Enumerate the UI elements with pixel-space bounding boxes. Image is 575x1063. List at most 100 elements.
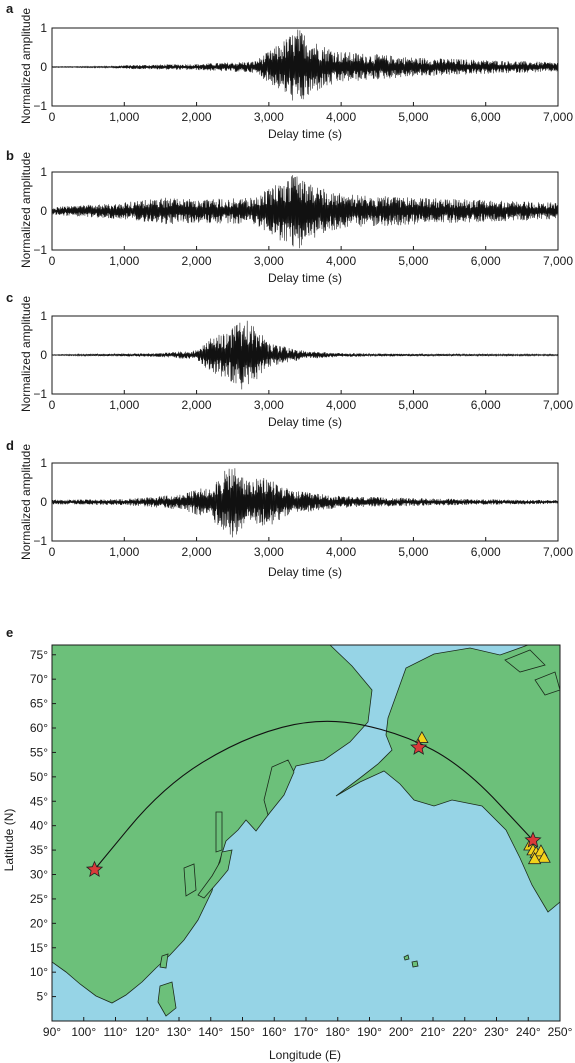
map-x-tick-label: 140° bbox=[198, 1025, 223, 1039]
map-y-tick-label: 5° bbox=[37, 990, 49, 1004]
x-tick-label: 1,000 bbox=[109, 398, 139, 412]
x-axis-title-a: Delay time (s) bbox=[268, 127, 342, 141]
y-tick-label: −1 bbox=[33, 534, 47, 548]
y-tick-label: 1 bbox=[40, 21, 47, 35]
y-tick-label: 1 bbox=[40, 456, 47, 470]
x-tick-label: 5,000 bbox=[398, 398, 428, 412]
map-y-tick-label: 60° bbox=[30, 721, 48, 735]
landmasses bbox=[52, 645, 560, 1017]
sakhalin-island bbox=[215, 811, 223, 853]
y-axis-title-c: Normalized amplitude bbox=[19, 296, 33, 412]
x-tick-label: 6,000 bbox=[471, 398, 501, 412]
y-tick-label: −1 bbox=[33, 99, 47, 113]
x-tick-label: 3,000 bbox=[254, 110, 284, 124]
x-axis-title-b: Delay time (s) bbox=[268, 271, 342, 285]
x-axis-title-c: Delay time (s) bbox=[268, 415, 342, 429]
japan-islands bbox=[197, 849, 233, 899]
x-tick-label: 6,000 bbox=[471, 545, 501, 559]
seismogram-panel-d: d Normalized amplitude Delay time (s) 0 1… bbox=[6, 438, 573, 579]
x-axis-title-d: Delay time (s) bbox=[268, 565, 342, 579]
map-x-tick-label: 90° bbox=[43, 1025, 61, 1039]
x-tick-label: 0 bbox=[49, 110, 56, 124]
map-x-tick-label: 220° bbox=[452, 1025, 477, 1039]
hawaii-islands bbox=[403, 954, 419, 968]
panel-letter-e: e bbox=[6, 625, 13, 640]
x-tick-label: 2,000 bbox=[182, 254, 212, 268]
y-tick-label: 0 bbox=[40, 60, 47, 74]
map-x-tick-label: 190° bbox=[357, 1025, 382, 1039]
x-tick-label: 1,000 bbox=[109, 254, 139, 268]
map-x-tick-label: 160° bbox=[262, 1025, 287, 1039]
korea-peninsula bbox=[183, 863, 197, 897]
x-tick-label: 4,000 bbox=[326, 398, 356, 412]
map-x-tick-label: 170° bbox=[294, 1025, 319, 1039]
x-tick-label: 6,000 bbox=[471, 110, 501, 124]
x-tick-label: 4,000 bbox=[326, 110, 356, 124]
kamchatka-landmass bbox=[263, 759, 295, 816]
seismogram-trace bbox=[51, 320, 559, 390]
panel-letter-a: a bbox=[6, 1, 14, 16]
map-x-tick-label: 210° bbox=[421, 1025, 446, 1039]
x-tick-label: 0 bbox=[49, 545, 56, 559]
map-y-tick-label: 70° bbox=[30, 672, 48, 686]
x-tick-label: 7,000 bbox=[543, 545, 573, 559]
map-y-tick-label: 45° bbox=[30, 794, 48, 808]
x-tick-label: 5,000 bbox=[398, 110, 428, 124]
station-triangle bbox=[527, 852, 542, 865]
map-y-tick-label: 20° bbox=[30, 916, 48, 930]
y-tick-label: −1 bbox=[33, 387, 47, 401]
map-y-tick-label: 30° bbox=[30, 868, 48, 882]
map-x-tick-label: 250° bbox=[548, 1025, 573, 1039]
map-y-tick-label: 35° bbox=[30, 843, 48, 857]
map-y-tick-label: 50° bbox=[30, 770, 48, 784]
source-star bbox=[524, 831, 542, 848]
y-axis-title-a: Normalized amplitude bbox=[19, 8, 33, 124]
x-tick-label: 4,000 bbox=[326, 254, 356, 268]
x-tick-label: 2,000 bbox=[182, 545, 212, 559]
y-tick-label: 0 bbox=[40, 348, 47, 362]
x-tick-label: 3,000 bbox=[254, 398, 284, 412]
map-x-tick-label: 130° bbox=[167, 1025, 192, 1039]
x-tick-label: 3,000 bbox=[254, 254, 284, 268]
x-tick-label: 6,000 bbox=[471, 254, 501, 268]
map-y-tick-label: 10° bbox=[30, 965, 48, 979]
map-y-tick-label: 65° bbox=[30, 697, 48, 711]
y-tick-label: 1 bbox=[40, 309, 47, 323]
map-x-tick-label: 240° bbox=[516, 1025, 541, 1039]
x-tick-label: 5,000 bbox=[398, 545, 428, 559]
source-star bbox=[410, 738, 428, 755]
x-tick-label: 7,000 bbox=[543, 398, 573, 412]
seismogram-trace bbox=[51, 29, 559, 101]
y-tick-label: 0 bbox=[40, 204, 47, 218]
x-tick-label: 1,000 bbox=[109, 110, 139, 124]
map-x-axis-title: Longitude (E) bbox=[269, 1048, 341, 1062]
map-x-tick-label: 110° bbox=[104, 1025, 128, 1039]
x-tick-label: 1,000 bbox=[109, 545, 139, 559]
y-tick-label: 0 bbox=[40, 495, 47, 509]
panel-letter-b: b bbox=[6, 148, 14, 163]
x-tick-label: 0 bbox=[49, 254, 56, 268]
map-x-tick-label: 150° bbox=[230, 1025, 255, 1039]
map-x-tick-label: 230° bbox=[484, 1025, 509, 1039]
y-tick-label: 1 bbox=[40, 165, 47, 179]
map-x-tick-label: 180° bbox=[325, 1025, 350, 1039]
arctic-islands bbox=[504, 649, 560, 696]
map-y-tick-label: 15° bbox=[30, 941, 48, 955]
station-triangle bbox=[537, 850, 551, 863]
map-y-tick-label: 25° bbox=[30, 892, 48, 906]
x-tick-label: 7,000 bbox=[543, 254, 573, 268]
seismogram-panel-a: a Normalized amplitude Delay time (s) 0 1… bbox=[6, 1, 573, 141]
x-tick-label: 4,000 bbox=[326, 545, 356, 559]
y-axis-title-d: Normalized amplitude bbox=[19, 444, 33, 560]
great-circle-path bbox=[94, 720, 534, 870]
x-tick-label: 5,000 bbox=[398, 254, 428, 268]
source-star bbox=[85, 860, 104, 877]
philippine-islands bbox=[157, 981, 177, 1017]
seismogram-trace bbox=[51, 468, 559, 538]
y-axis-title-b: Normalized amplitude bbox=[19, 152, 33, 268]
map-x-tick-label: 120° bbox=[135, 1025, 160, 1039]
panel-letter-d: d bbox=[6, 438, 14, 453]
x-tick-label: 7,000 bbox=[543, 110, 573, 124]
seismogram-panel-c: c Normalized amplitude Delay time (s) 0 1… bbox=[6, 290, 573, 429]
